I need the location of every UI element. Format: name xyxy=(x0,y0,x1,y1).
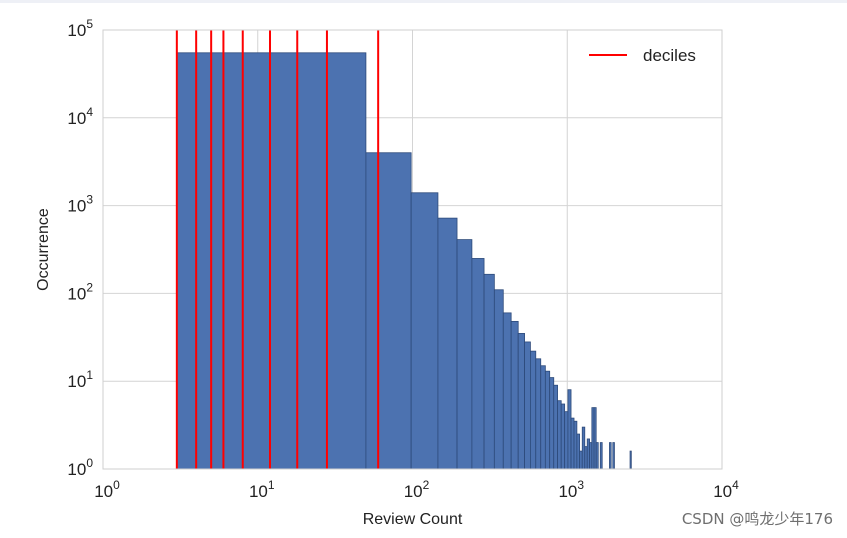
histogram-bar xyxy=(595,442,599,470)
histogram-bar xyxy=(410,192,439,470)
histogram-bar xyxy=(535,358,542,470)
histogram-bar xyxy=(612,442,615,470)
y-tick-label: 104 xyxy=(67,105,93,128)
histogram-bar xyxy=(573,420,578,470)
y-tick-label: 101 xyxy=(67,368,93,391)
histogram-bar xyxy=(493,289,504,470)
x-tick-label: 100 xyxy=(94,478,120,501)
histogram-bar xyxy=(553,384,558,470)
histogram-bar xyxy=(544,370,551,470)
y-tick-label: 100 xyxy=(67,456,93,479)
y-tick-label: 103 xyxy=(67,193,93,216)
histogram-bar xyxy=(365,152,412,470)
histogram-bar xyxy=(560,403,566,470)
histogram-bar xyxy=(524,341,531,470)
histogram-bar xyxy=(483,273,495,470)
y-tick-label: 105 xyxy=(67,17,93,40)
histogram-bar xyxy=(609,442,612,470)
histogram-bar xyxy=(570,417,575,470)
axes-frame xyxy=(102,29,723,470)
histogram-bar xyxy=(557,400,562,470)
histogram-bar xyxy=(471,258,485,470)
histogram-bar xyxy=(176,52,367,470)
histogram-bar xyxy=(517,333,525,470)
histogram-bar xyxy=(530,350,537,470)
y-axis-label: Occurrence xyxy=(35,208,52,291)
watermark: CSDN @鸣龙少年176 xyxy=(681,510,833,528)
x-axis-label: Review Count xyxy=(363,511,463,528)
x-tick-label: 102 xyxy=(404,478,430,501)
histogram-bar xyxy=(510,320,519,470)
histogram-bar xyxy=(540,365,546,470)
histogram-bar xyxy=(629,450,632,470)
histogram-bar xyxy=(437,217,458,470)
histogram-bar xyxy=(502,312,512,470)
legend-label: deciles xyxy=(643,46,696,65)
x-tick-label: 103 xyxy=(558,478,584,501)
histogram-bar xyxy=(456,239,473,470)
histogram-bar xyxy=(599,442,603,470)
page-top-rule xyxy=(0,0,847,3)
histogram-bar xyxy=(549,377,555,470)
x-tick-label: 101 xyxy=(249,478,275,501)
y-tick-label: 102 xyxy=(67,280,93,303)
histogram-bar xyxy=(564,411,569,470)
histogram-bar xyxy=(567,389,572,470)
histogram-bar xyxy=(576,433,581,470)
x-tick-label: 104 xyxy=(713,478,739,501)
